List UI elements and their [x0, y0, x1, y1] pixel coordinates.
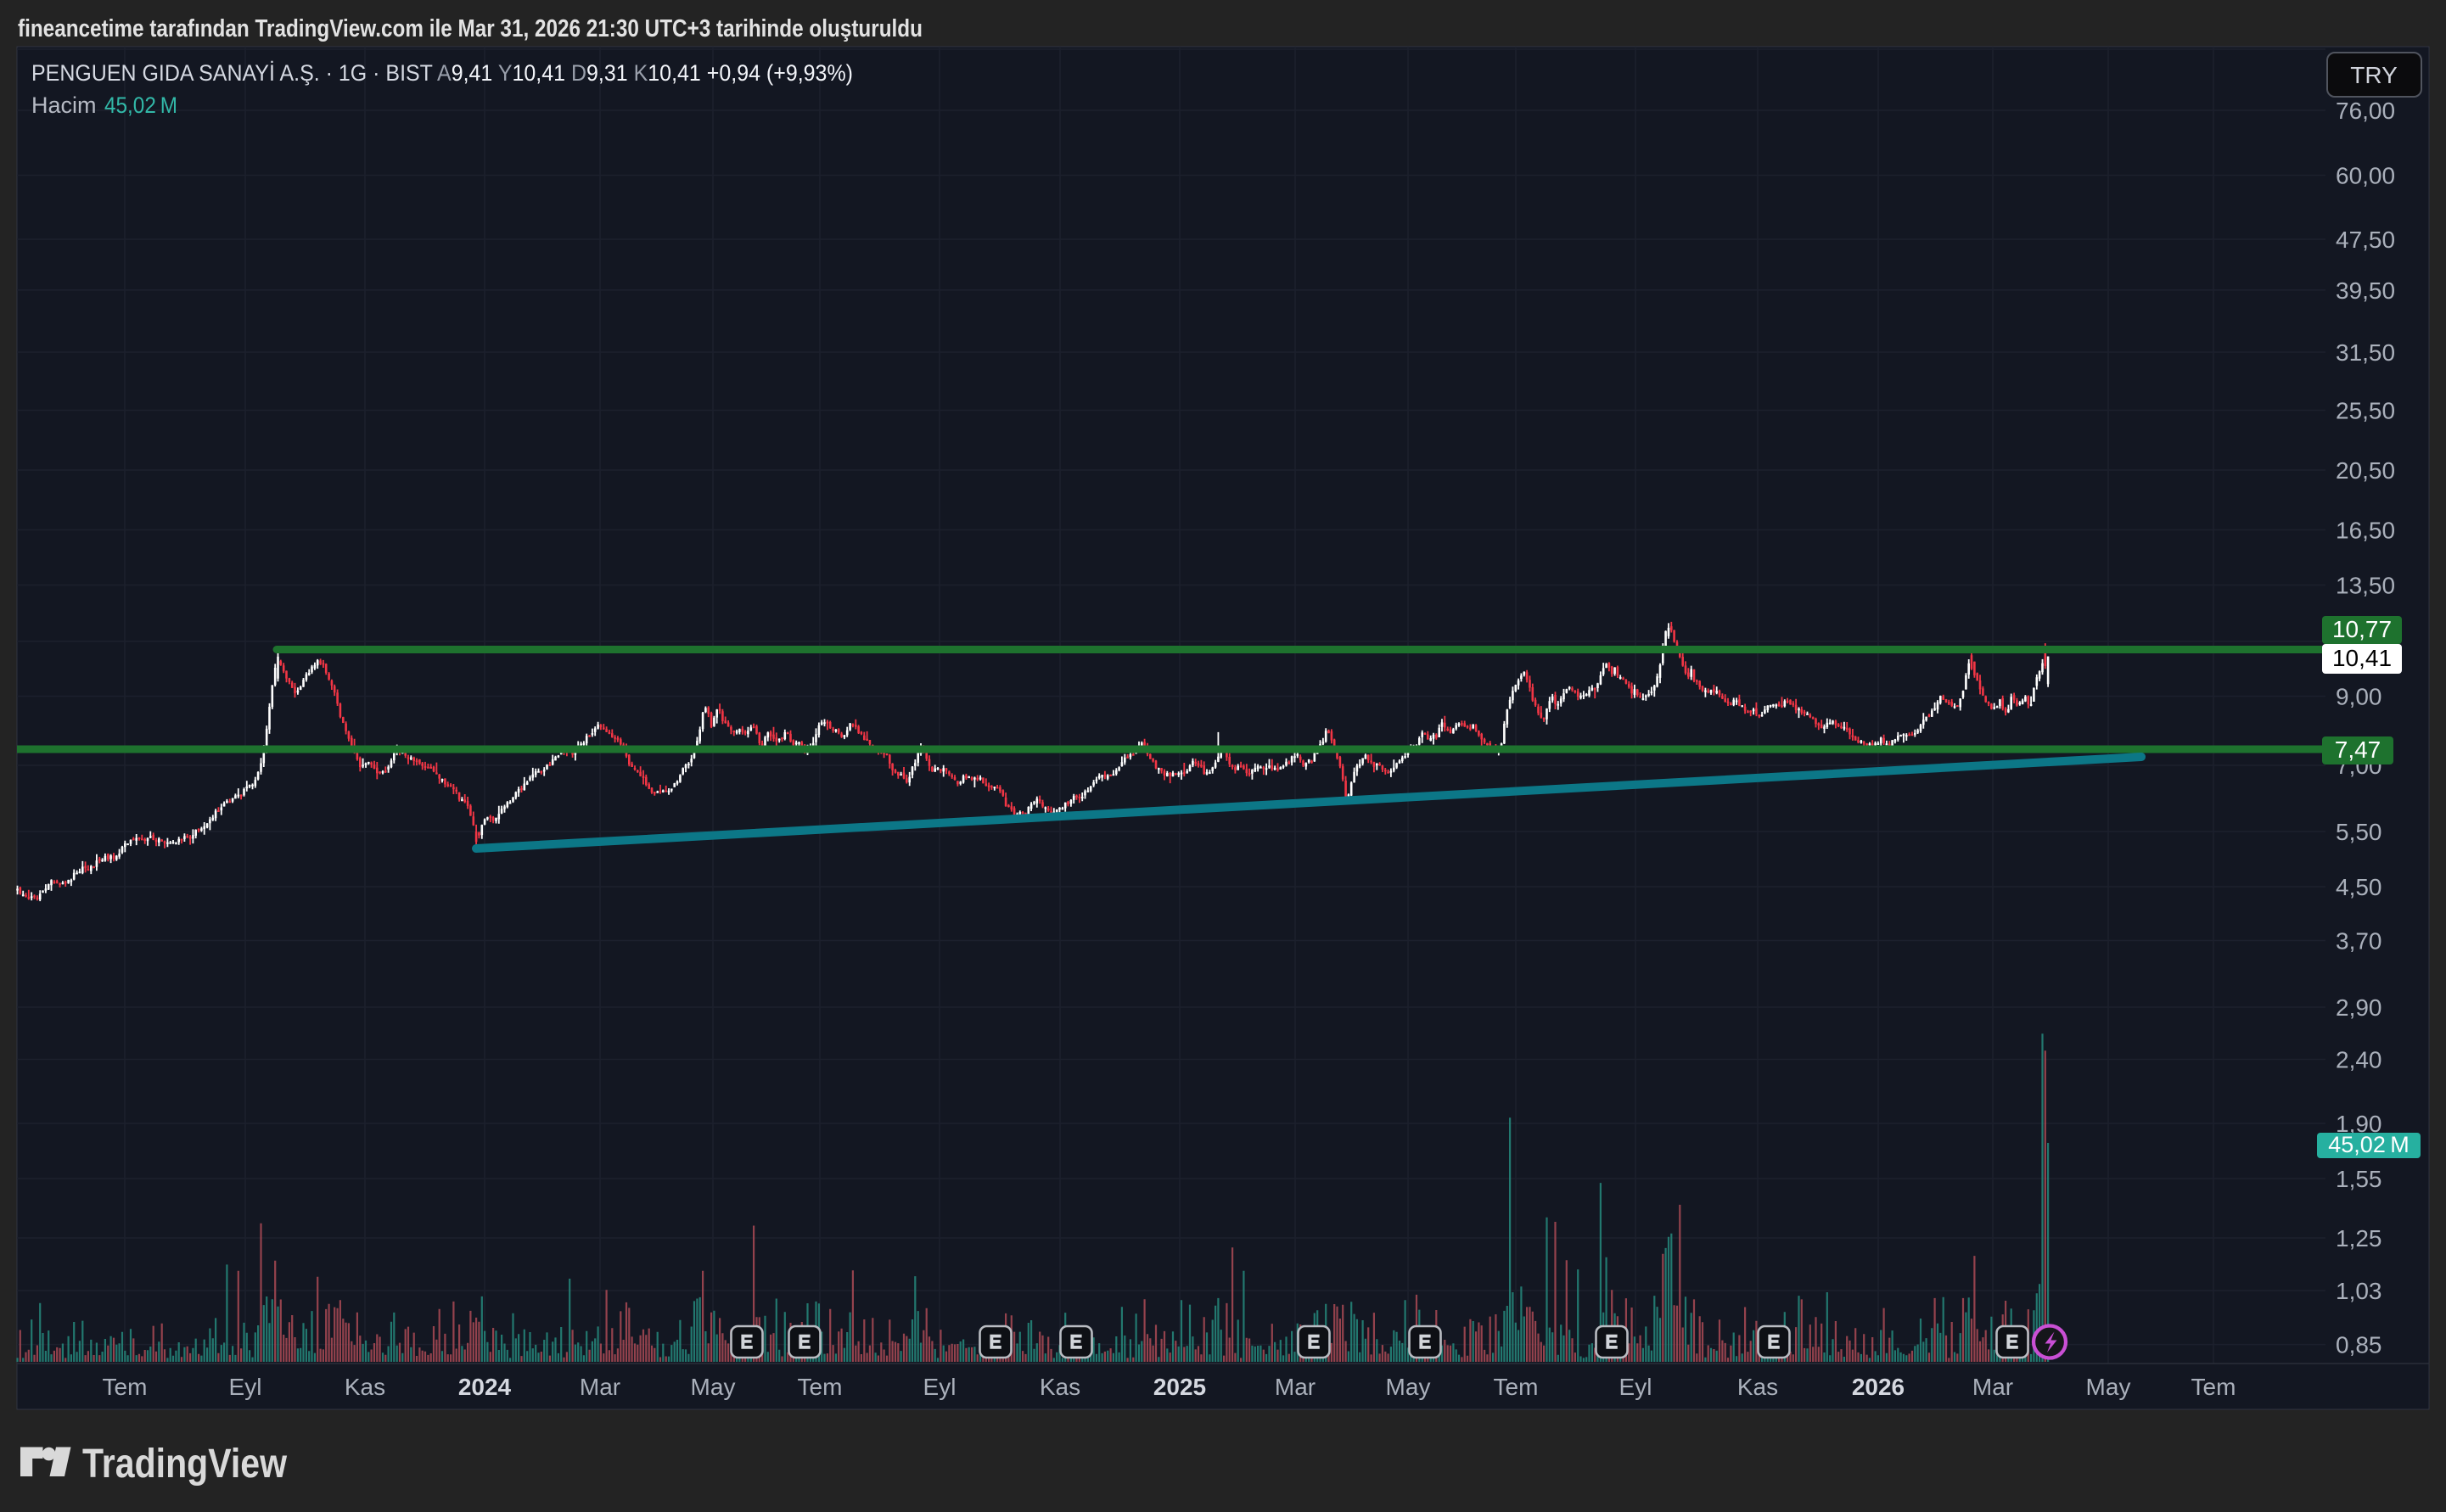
- svg-text:9,00: 9,00: [2336, 684, 2382, 710]
- svg-text:Eyl: Eyl: [229, 1374, 262, 1400]
- svg-text:1,03: 1,03: [2336, 1278, 2382, 1304]
- svg-text:5,50: 5,50: [2336, 819, 2382, 845]
- svg-text:Tem: Tem: [103, 1374, 148, 1400]
- svg-text:PENGUEN GIDA SANAYİ A.Ş. · 1G: PENGUEN GIDA SANAYİ A.Ş. · 1G · BIST A9,…: [31, 59, 853, 86]
- svg-text:25,50: 25,50: [2336, 398, 2395, 424]
- svg-text:Tem: Tem: [1494, 1374, 1539, 1400]
- svg-text:47,50: 47,50: [2336, 227, 2395, 253]
- svg-text:Kas: Kas: [1040, 1374, 1080, 1400]
- svg-text:13,50: 13,50: [2336, 573, 2395, 599]
- svg-text:Hacim: Hacim: [31, 92, 97, 118]
- svg-text:May: May: [691, 1374, 736, 1400]
- svg-text:3,70: 3,70: [2336, 928, 2382, 955]
- svg-text:Tem: Tem: [2191, 1374, 2236, 1400]
- svg-text:fineancetime tarafından Tradin: fineancetime tarafından TradingView.com …: [18, 15, 923, 42]
- svg-text:10,77: 10,77: [2332, 616, 2392, 642]
- svg-text:1,90: 1,90: [2336, 1111, 2382, 1137]
- svg-text:2,40: 2,40: [2336, 1047, 2382, 1073]
- svg-text:2025: 2025: [1153, 1374, 1206, 1400]
- svg-text:Mar: Mar: [1275, 1374, 1316, 1400]
- svg-text:Eyl: Eyl: [923, 1374, 957, 1400]
- svg-text:39,50: 39,50: [2336, 277, 2395, 304]
- svg-text:45,02 M: 45,02 M: [104, 92, 177, 118]
- svg-text:7,47: 7,47: [2335, 736, 2381, 763]
- svg-text:Kas: Kas: [345, 1374, 385, 1400]
- svg-text:1,55: 1,55: [2336, 1166, 2382, 1192]
- svg-text:4,50: 4,50: [2336, 874, 2382, 900]
- svg-text:20,50: 20,50: [2336, 457, 2395, 484]
- svg-text:2024: 2024: [458, 1374, 512, 1400]
- svg-text:Eyl: Eyl: [1619, 1374, 1652, 1400]
- svg-text:0,85: 0,85: [2336, 1332, 2382, 1358]
- svg-text:45,02 M: 45,02 M: [2328, 1132, 2409, 1157]
- svg-text:2,90: 2,90: [2336, 994, 2382, 1021]
- svg-text:76,00: 76,00: [2336, 98, 2395, 124]
- svg-text:Mar: Mar: [580, 1374, 620, 1400]
- svg-text:16,50: 16,50: [2336, 518, 2395, 544]
- svg-text:May: May: [1386, 1374, 1431, 1400]
- svg-text:10,41: 10,41: [2332, 645, 2392, 671]
- svg-text:60,00: 60,00: [2336, 163, 2395, 189]
- svg-text:Kas: Kas: [1737, 1374, 1778, 1400]
- svg-text:TradingView: TradingView: [82, 1442, 288, 1487]
- svg-text:31,50: 31,50: [2336, 339, 2395, 366]
- svg-text:Tem: Tem: [798, 1374, 843, 1400]
- svg-text:Mar: Mar: [1972, 1374, 2013, 1400]
- svg-text:2026: 2026: [1852, 1374, 1905, 1400]
- svg-text:TRY: TRY: [2350, 62, 2398, 88]
- svg-text:May: May: [2086, 1374, 2131, 1400]
- svg-text:1,25: 1,25: [2336, 1225, 2382, 1252]
